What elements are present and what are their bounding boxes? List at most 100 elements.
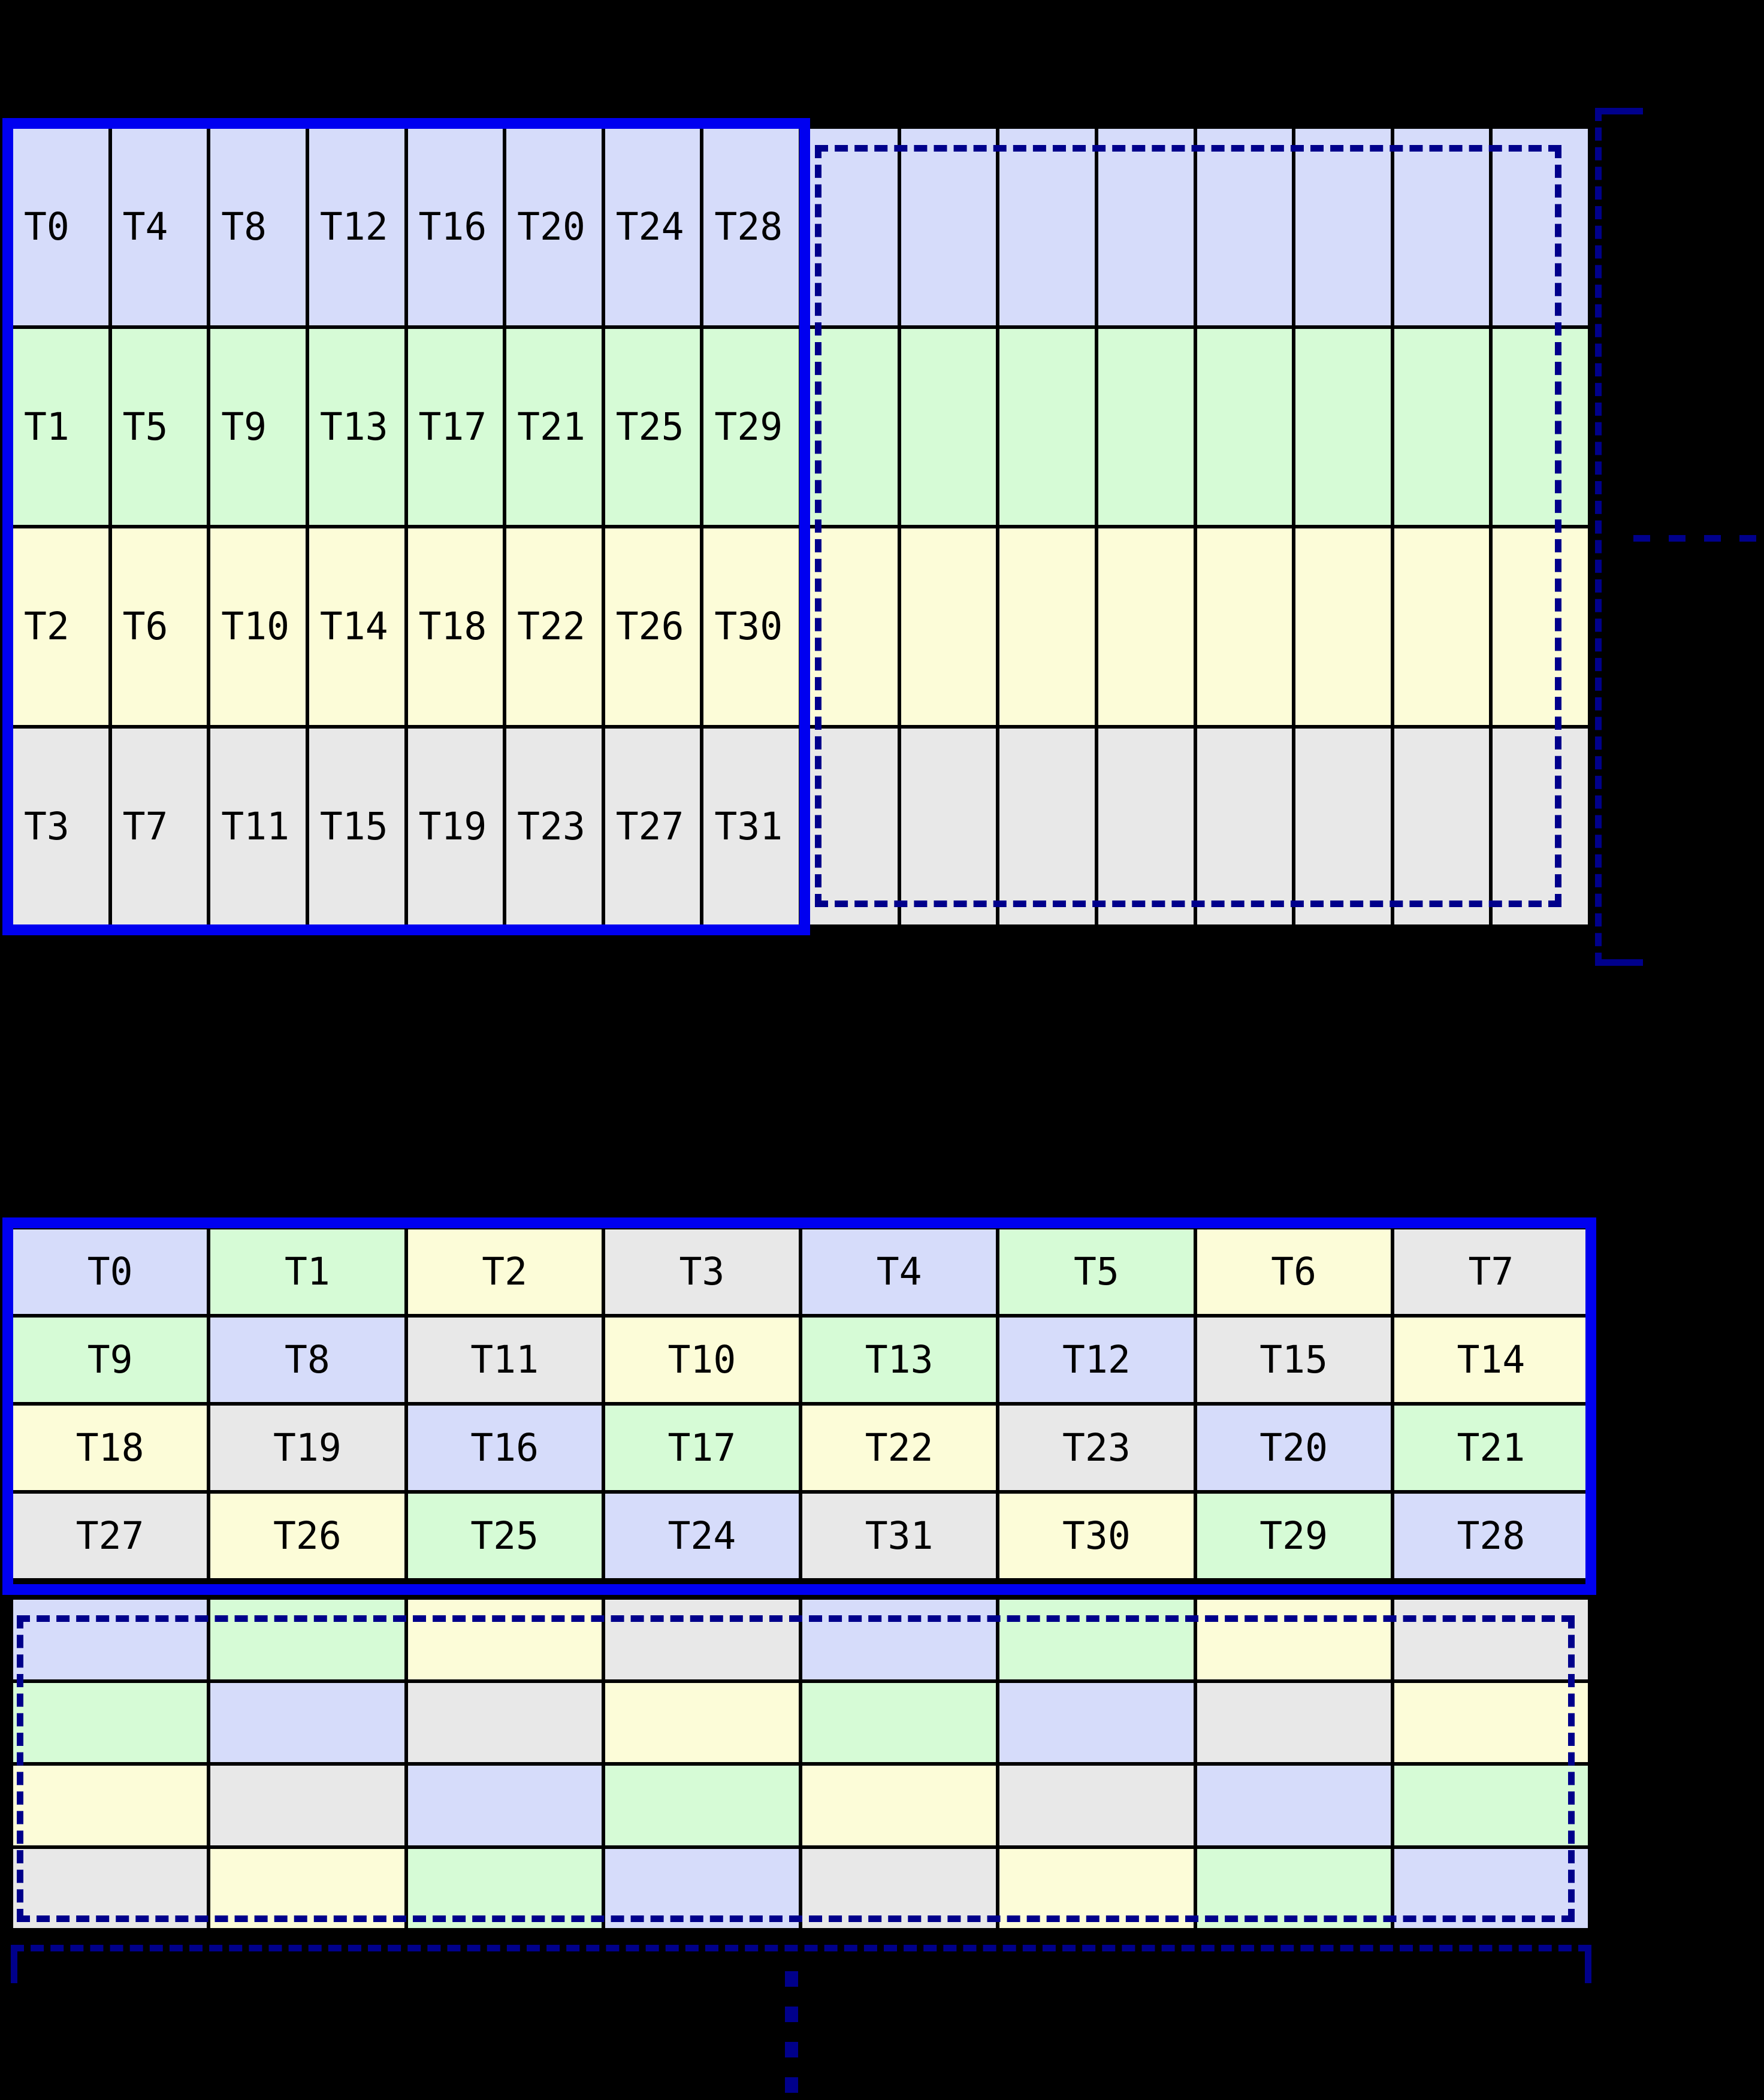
empty-cell — [605, 1682, 799, 1762]
empty-cell — [605, 1848, 799, 1928]
empty-cell — [13, 1766, 207, 1845]
empty-cell — [999, 1848, 1194, 1928]
empty-cell — [999, 1600, 1194, 1679]
empty-cell — [407, 1682, 602, 1762]
empty-cell — [802, 528, 898, 725]
empty-cell — [1098, 328, 1194, 525]
ellipsis-right-dot — [1739, 535, 1756, 542]
thread-cell: T20 — [506, 129, 602, 325]
ellipsis-down-dot — [785, 2007, 798, 2022]
thread-cell: T19 — [407, 728, 503, 924]
thread-cell: T3 — [13, 728, 108, 924]
empty-cell — [1197, 1848, 1391, 1928]
empty-cell — [901, 129, 996, 325]
thread-cell: T10 — [605, 1318, 799, 1402]
thread-cell: T13 — [802, 1318, 996, 1402]
empty-cell — [999, 1766, 1194, 1845]
empty-cell — [407, 1848, 602, 1928]
thread-cell: T25 — [407, 1494, 602, 1578]
empty-cell — [999, 129, 1095, 325]
thread-cell: T26 — [605, 528, 700, 725]
empty-cell — [605, 1600, 799, 1679]
empty-cell — [802, 129, 898, 325]
empty-cell — [1197, 1682, 1391, 1762]
thread-cell: T22 — [802, 1406, 996, 1490]
thread-cell: T27 — [605, 728, 700, 924]
thread-cell: T5 — [111, 328, 207, 525]
empty-cell — [1197, 129, 1292, 325]
empty-cell — [999, 1682, 1194, 1762]
empty-cell — [1197, 1600, 1391, 1679]
empty-cell — [13, 1848, 207, 1928]
thread-cell: T14 — [309, 528, 404, 725]
thread-cell: T19 — [210, 1406, 404, 1490]
empty-cell — [999, 728, 1095, 924]
empty-cell — [1197, 528, 1292, 725]
right-continuation-bracket-tick-bottom — [1595, 959, 1643, 966]
thread-cell: T6 — [1197, 1229, 1391, 1314]
empty-cell — [1394, 1848, 1588, 1928]
thread-cell: T3 — [605, 1229, 799, 1314]
empty-cell — [1493, 528, 1588, 725]
empty-cell — [1493, 129, 1588, 325]
thread-cell: T0 — [13, 1229, 207, 1314]
empty-cell — [901, 328, 996, 525]
thread-cell: T7 — [111, 728, 207, 924]
empty-cell — [407, 1600, 602, 1679]
empty-cell — [210, 1848, 404, 1928]
empty-cell — [13, 1682, 207, 1762]
empty-cell — [1295, 328, 1391, 525]
thread-cell: T15 — [309, 728, 404, 924]
thread-cell: T4 — [111, 129, 207, 325]
thread-cell: T25 — [605, 328, 700, 525]
thread-cell: T29 — [1197, 1494, 1391, 1578]
empty-cell — [1394, 1682, 1588, 1762]
empty-cell — [999, 328, 1095, 525]
empty-cell — [1394, 728, 1490, 924]
empty-cell — [802, 1682, 996, 1762]
thread-cell: T28 — [703, 129, 799, 325]
ellipsis-right-dot — [1633, 535, 1650, 542]
thread-cell: T29 — [703, 328, 799, 525]
thread-cell: T22 — [506, 528, 602, 725]
empty-cell — [1394, 528, 1490, 725]
thread-cell: T9 — [13, 1318, 207, 1402]
thread-cell: T20 — [1197, 1406, 1391, 1490]
thread-cell: T18 — [13, 1406, 207, 1490]
empty-cell — [901, 728, 996, 924]
thread-cell: T24 — [605, 129, 700, 325]
thread-cell: T0 — [13, 129, 108, 325]
thread-cell: T16 — [407, 1406, 602, 1490]
thread-cell: T15 — [1197, 1318, 1391, 1402]
thread-cell: T8 — [210, 1318, 404, 1402]
thread-cell: T8 — [210, 129, 306, 325]
bottom-thread-grid-labeled: T0 T1 T2 T3 T4 T5 T6 T7 T9 T8 T11 T10 T13 T12 T15 T14 T1… — [10, 1226, 1591, 1582]
ellipsis-down-dot — [785, 1971, 798, 1987]
empty-cell — [605, 1766, 799, 1845]
thread-cell: T16 — [407, 129, 503, 325]
thread-cell: T17 — [407, 328, 503, 525]
empty-cell — [802, 1848, 996, 1928]
thread-cell: T31 — [802, 1494, 996, 1578]
thread-cell: T1 — [210, 1229, 404, 1314]
empty-cell — [1098, 129, 1194, 325]
empty-cell — [1295, 728, 1391, 924]
thread-cell: T30 — [703, 528, 799, 725]
empty-cell — [1197, 328, 1292, 525]
empty-cell — [210, 1682, 404, 1762]
thread-cell: T1 — [13, 328, 108, 525]
thread-cell: T30 — [999, 1494, 1194, 1578]
top-thread-grid: T0 T4 T8 T12 T16 T20 T24 T28 T1 T5 T9 T13 T17 T21 T25 T… — [10, 125, 1591, 928]
thread-cell: T24 — [605, 1494, 799, 1578]
empty-cell — [1295, 528, 1391, 725]
ellipsis-right-dot — [1704, 535, 1721, 542]
empty-cell — [13, 1600, 207, 1679]
thread-cell: T12 — [999, 1318, 1194, 1402]
empty-cell — [1394, 328, 1490, 525]
empty-cell — [901, 528, 996, 725]
thread-cell: T23 — [506, 728, 602, 924]
empty-cell — [1098, 528, 1194, 725]
empty-cell — [1394, 129, 1490, 325]
empty-cell — [1197, 1766, 1391, 1845]
